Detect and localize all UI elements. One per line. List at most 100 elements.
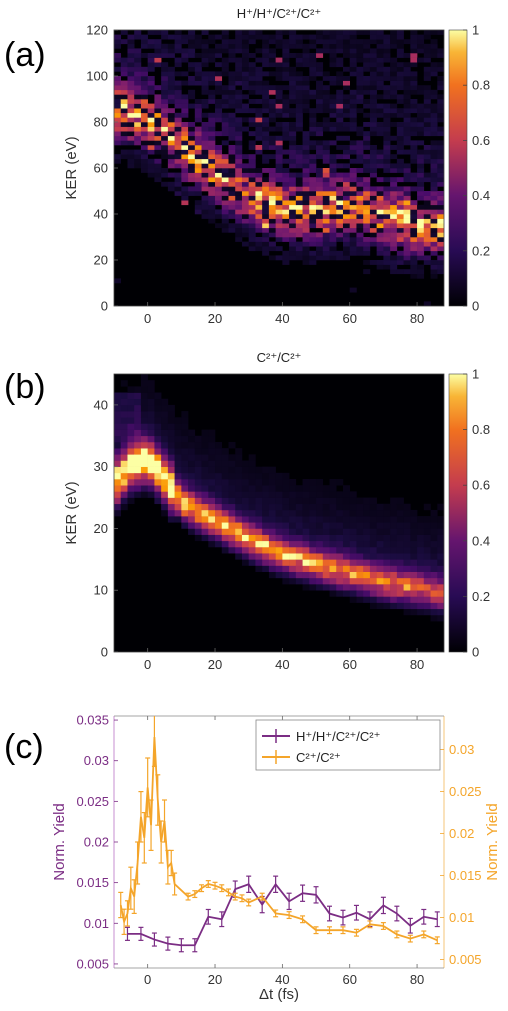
heatmap-cell <box>127 76 135 81</box>
heatmap-a-title: H⁺/H⁺/C²⁺/C²⁺ <box>237 6 322 21</box>
heatmap-cell <box>390 112 398 118</box>
heatmap-cell <box>302 214 310 219</box>
heatmap-cell <box>147 466 155 474</box>
heatmap-cell <box>410 571 418 579</box>
heatmap-cell <box>437 154 444 160</box>
heatmap-cell <box>262 522 270 529</box>
heatmap-cell <box>410 204 418 210</box>
heatmap-cell <box>268 503 276 511</box>
heatmap-cell <box>167 48 175 54</box>
heatmap-cell <box>295 53 303 58</box>
heatmap-cell <box>423 195 431 201</box>
heatmap-cell <box>134 66 142 72</box>
heatmap-cell <box>154 472 162 480</box>
heatmap-cell <box>114 509 122 517</box>
heatmap-cell <box>282 135 290 141</box>
heatmap-cell <box>396 546 404 554</box>
heatmap-cell <box>228 472 236 480</box>
heatmap-cell <box>194 454 202 461</box>
heatmap-cell <box>255 479 263 486</box>
heatmap-cell <box>275 135 283 141</box>
heatmap-cell <box>302 145 310 150</box>
heatmap-cell <box>369 186 377 192</box>
heatmap-cell <box>376 565 384 572</box>
heatmap-cell <box>390 108 398 114</box>
heatmap-cell <box>383 260 391 265</box>
heatmap-cell <box>316 34 324 40</box>
heatmap-cell <box>316 571 324 579</box>
heatmap-cell <box>396 108 404 114</box>
heatmap-cell <box>262 516 270 523</box>
heatmap-cell <box>241 509 249 517</box>
heatmap-cell <box>255 80 263 86</box>
heatmap-cell <box>120 30 128 35</box>
heatmap-cell <box>363 577 371 585</box>
heatmap-cell <box>201 126 209 132</box>
heatmap-cell <box>228 168 236 173</box>
heatmap-cell <box>127 135 135 141</box>
heatmap-cell <box>349 172 357 178</box>
heatmap-cell <box>363 559 371 566</box>
heatmap-cell <box>228 460 236 467</box>
heatmap-cell <box>336 172 344 178</box>
heatmap-cell <box>127 122 135 127</box>
heatmap-cell <box>329 528 337 535</box>
heatmap-cell <box>437 540 444 548</box>
heatmap-cell <box>302 43 310 49</box>
heatmap-cell <box>241 540 249 548</box>
heatmap-cell <box>147 392 155 400</box>
heatmap-cell <box>302 48 310 54</box>
heatmap-cell <box>194 177 202 183</box>
heatmap-cell <box>248 522 256 529</box>
heatmap-cell <box>174 89 182 95</box>
heatmap-cell <box>127 472 135 480</box>
heatmap-cell <box>437 528 444 535</box>
heatmap-cell <box>316 80 324 86</box>
heatmap-cell <box>262 237 270 242</box>
heatmap-cell <box>201 71 209 77</box>
heatmap-cell <box>181 429 189 437</box>
heatmap-cell <box>215 503 223 511</box>
heatmap-cell <box>188 122 196 127</box>
heatmap-cell <box>120 39 128 45</box>
heatmap-cell <box>437 131 444 137</box>
heatmap-cell <box>208 448 216 455</box>
heatmap-cell <box>437 516 444 523</box>
heatmap-cell <box>390 590 398 597</box>
heatmap-cell <box>255 99 263 104</box>
heatmap-cell <box>349 546 357 554</box>
heatmap-cell <box>215 522 223 529</box>
heatmap-cell <box>349 39 357 45</box>
heatmap-cell <box>356 528 364 535</box>
heatmap-cell <box>417 149 425 155</box>
heatmap-cell <box>215 158 223 164</box>
heatmap-cell <box>336 112 344 118</box>
heatmap-a-ylabel: KER (eV) <box>63 136 80 199</box>
heatmap-cell <box>154 57 162 63</box>
heatmap-cell <box>120 80 128 86</box>
heatmap-cell <box>342 34 351 40</box>
heatmap-cell <box>376 112 384 118</box>
heatmap-cell <box>235 122 243 127</box>
heatmap-cell <box>309 565 317 572</box>
heatmap-cell <box>140 145 148 150</box>
heatmap-cell <box>262 71 270 77</box>
heatmap-cell <box>221 214 229 219</box>
heatmap-cell <box>417 227 425 233</box>
heatmap-cell <box>120 466 128 474</box>
heatmap-cell <box>248 34 256 40</box>
heatmap-cell <box>181 485 189 492</box>
heatmap-cell <box>120 404 128 412</box>
heatmap-cell <box>390 227 398 233</box>
heatmap-cell <box>134 53 142 58</box>
heatmap-cell <box>140 374 148 381</box>
heatmap-cell <box>174 516 182 523</box>
heatmap-cell <box>383 149 391 155</box>
heatmap-cell <box>127 429 135 437</box>
heatmap-cell <box>309 534 317 542</box>
heatmap-cell <box>309 485 317 492</box>
heatmap-cell <box>114 131 122 137</box>
heatmap-cell <box>248 122 256 127</box>
heatmap-cell <box>437 241 444 247</box>
heatmap-cell <box>248 168 256 173</box>
